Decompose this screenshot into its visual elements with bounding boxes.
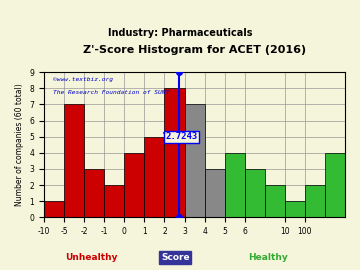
Bar [104,185,124,217]
Text: The Research Foundation of SUNY: The Research Foundation of SUNY [53,90,170,94]
Text: Score: Score [161,253,189,262]
Text: 2.7243: 2.7243 [166,132,198,141]
Text: Industry: Pharmaceuticals: Industry: Pharmaceuticals [108,28,252,38]
Bar [265,185,285,217]
Text: Unhealthy: Unhealthy [65,253,118,262]
Bar [325,153,345,217]
Bar [144,137,165,217]
Text: ©www.textbiz.org: ©www.textbiz.org [53,76,113,82]
Bar [285,201,305,217]
Bar [84,169,104,217]
Text: Healthy: Healthy [248,253,288,262]
Bar [245,169,265,217]
Bar [305,185,325,217]
Bar [64,104,84,217]
Bar [124,153,144,217]
Bar [185,104,204,217]
Bar [165,88,185,217]
Bar [225,153,245,217]
Title: Z'-Score Histogram for ACET (2016): Z'-Score Histogram for ACET (2016) [83,45,306,55]
Y-axis label: Number of companies (60 total): Number of companies (60 total) [15,83,24,206]
Bar [204,169,225,217]
Bar [44,201,64,217]
